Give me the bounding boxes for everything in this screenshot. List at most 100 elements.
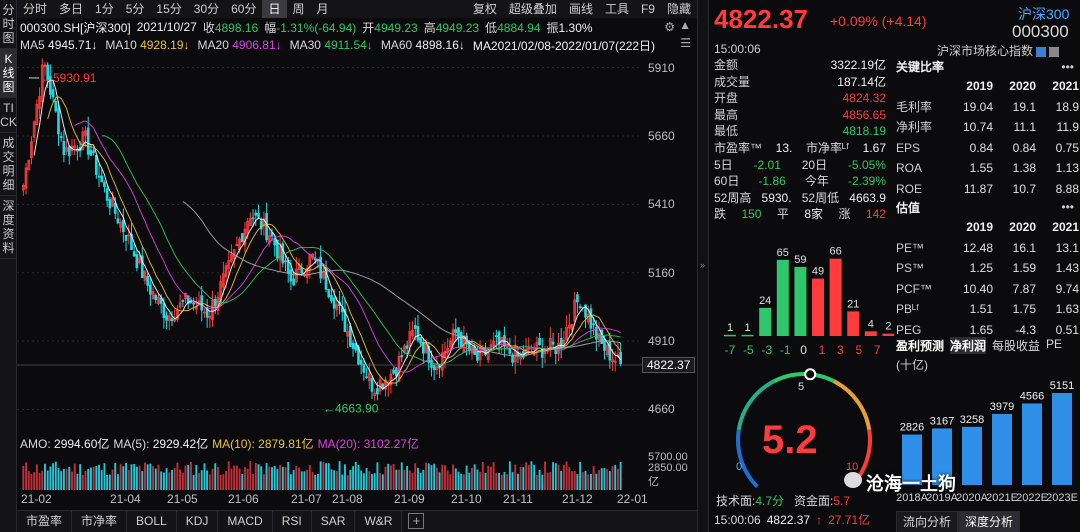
add-indicator-icon[interactable]: + [408, 513, 425, 529]
indicator-tab-4[interactable]: MACD [218, 511, 273, 532]
candle-body [540, 348, 544, 358]
last-trade-row: 15:00:06 4822.37 ↑ 27.71亿 [714, 511, 894, 528]
tool-button-5[interactable]: 隐藏 [666, 2, 691, 16]
volume-bar [511, 472, 514, 490]
down-count: 150 [741, 207, 762, 222]
volume-bar [222, 474, 225, 490]
vtab-4[interactable]: 深度资料 [0, 196, 17, 259]
indicator-tab-2[interactable]: BOLL [127, 511, 177, 532]
volume-bar [527, 465, 530, 490]
volume-bar [22, 466, 25, 490]
rows-value-3-2: 1.13 [1055, 161, 1079, 175]
volume-bar [565, 461, 568, 490]
period-tab-4[interactable]: 15分 [156, 2, 182, 16]
indicator-tab-7[interactable]: W&R [355, 511, 403, 532]
volume-bar [314, 474, 317, 490]
period-tab-1[interactable]: 多日 [59, 2, 84, 16]
volume-bar [289, 474, 292, 490]
indicator-tab-3[interactable]: KDJ [177, 511, 219, 532]
candle-body [119, 221, 122, 228]
info-icon[interactable] [1049, 46, 1060, 57]
tool-button-1[interactable]: 超级叠加 [508, 2, 557, 16]
period-tab-9[interactable]: 月 [316, 2, 329, 16]
vtab-3[interactable]: 成交明细 [0, 133, 17, 196]
menu-icon[interactable]: ☰ [680, 36, 691, 50]
volume-bar [319, 461, 322, 490]
more-icon[interactable]: ••• [1061, 60, 1074, 74]
volume-bar [576, 474, 579, 490]
forecast-tab-2[interactable]: 每股收益 [992, 339, 1041, 353]
volume-bar [217, 467, 219, 490]
indicator-tab-6[interactable]: SAR [312, 511, 356, 532]
dist-bar-7 [847, 311, 860, 336]
forecast-unit: (十亿) [896, 358, 928, 372]
candle-body [430, 359, 433, 368]
indicator-tab-0[interactable]: 市盈率 [17, 511, 73, 532]
candle-body [494, 335, 498, 338]
tool-button-3[interactable]: 工具 [604, 2, 629, 16]
dist-label-0: 1 [727, 322, 733, 334]
settings-gear-icon[interactable]: ⚙ [664, 20, 675, 34]
rows-label-2: EPS [896, 140, 921, 155]
volume-bar [171, 469, 173, 490]
collapse-chevron-icon[interactable]: » [700, 260, 706, 270]
analysis-tab-0[interactable]: 流向分析 [896, 511, 959, 532]
period-tab-8[interactable]: 周 [292, 2, 305, 16]
edit-icon[interactable] [1036, 46, 1047, 57]
indicator-tab-1[interactable]: 市净率 [72, 511, 128, 532]
ma5-value: 4945.71↓ [48, 38, 98, 52]
kline-chart[interactable]: ←5930.91 ←4663.90 [17, 54, 642, 434]
forecast-tab-3[interactable]: PE [1046, 337, 1063, 351]
tool-button-2[interactable]: 画线 [568, 2, 593, 16]
candle-body [400, 355, 404, 358]
vtab-2[interactable]: TICK [0, 98, 17, 133]
period-tab-2[interactable]: 1分 [95, 2, 114, 16]
rows-value-3-0: 1.55 [969, 161, 993, 175]
up-arrow-icon[interactable]: ▲ [679, 18, 691, 32]
candle-body [122, 219, 125, 233]
more-icon-2[interactable]: ••• [1061, 200, 1074, 214]
candle-body [567, 324, 571, 329]
candle-body [167, 315, 171, 322]
forecast-value-2: 3258 [960, 414, 984, 426]
forecast-tab-0[interactable]: 盈利预测 [896, 339, 945, 353]
candle-body [49, 75, 52, 95]
volume-bar [368, 471, 371, 490]
forecast-tabs: 盈利预测 净利润 每股收益 PE [896, 337, 1080, 354]
candle-body [492, 340, 495, 346]
forecast-tab-1[interactable]: 净利润 [950, 337, 987, 354]
val_rows-row-1: PS™ 1.25 1.59 1.43 [896, 258, 1080, 279]
period-tab-5[interactable]: 30分 [193, 2, 220, 16]
volume-bar [35, 464, 38, 490]
candle-body [108, 199, 112, 209]
period-tab-0[interactable]: 分时 [23, 2, 48, 16]
vtab-0[interactable]: 分时图 [0, 0, 17, 49]
period-tab-7[interactable]: 日 [262, 0, 287, 18]
volume-bar [354, 461, 357, 490]
indicator-tab-5[interactable]: RSI [273, 511, 312, 532]
gauge-segment-0 [736, 429, 759, 489]
volume-bar [300, 471, 303, 490]
forecast-value-3: 3979 [990, 401, 1014, 413]
ma20-value: 4906.81↓ [232, 38, 282, 52]
dist-label-5: 49 [812, 266, 824, 278]
tool-button-4[interactable]: F9 [640, 2, 655, 16]
up-count: 142 [865, 207, 886, 222]
val_rows-row-4: PEG 1.65 -4.3 0.51 [896, 320, 1080, 341]
period-tab-6[interactable]: 60分 [231, 2, 257, 16]
date-tick-2: 21-05 [167, 492, 198, 506]
panel-splitter[interactable]: » [697, 0, 709, 532]
volume-bar [168, 472, 171, 490]
candle-body [594, 326, 598, 340]
tool-button-0[interactable]: 复权 [472, 2, 497, 16]
vtab-1[interactable]: K线图 [0, 49, 17, 98]
analysis-tab-1[interactable]: 深度分析 [958, 511, 1021, 532]
period-tab-3[interactable]: 5分 [125, 2, 145, 16]
val_rows-value-0-0: 12.48 [962, 240, 993, 255]
volume-chart[interactable] [17, 452, 642, 490]
volume-bar [492, 462, 495, 490]
candle-body [384, 379, 387, 390]
index-name[interactable]: 沪深300 [1018, 6, 1070, 22]
volume-bar [173, 468, 176, 490]
candle-body [130, 233, 133, 250]
